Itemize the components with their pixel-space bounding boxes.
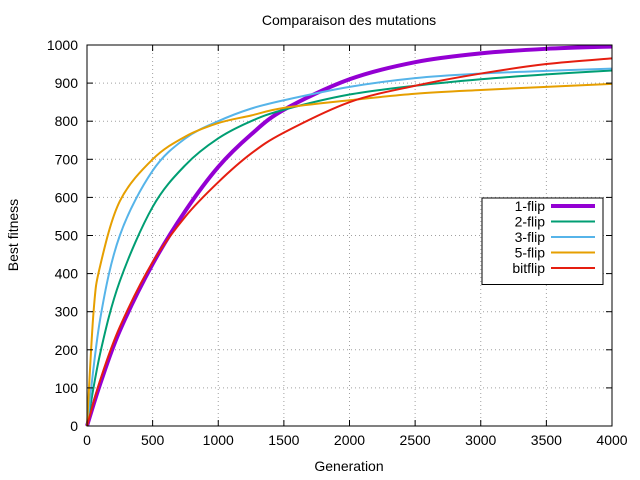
series-lines <box>85 44 613 427</box>
y-axis-title: Best fitness <box>5 199 21 271</box>
legend-box <box>481 197 604 285</box>
y-tick-label: 300 <box>55 304 79 320</box>
y-tick-label: 200 <box>55 342 79 358</box>
y-tick-label: 0 <box>70 418 78 434</box>
y-tick-label: 1000 <box>47 37 78 53</box>
legend-label: 1-flip <box>515 198 546 214</box>
x-tick-label: 2500 <box>400 432 431 448</box>
legend-label: 2-flip <box>515 214 546 230</box>
legend-label: bitflip <box>512 260 545 276</box>
y-tick-label: 700 <box>55 151 79 167</box>
chart-title: Comparaison des mutations <box>262 12 436 28</box>
x-tick-label: 2000 <box>334 432 365 448</box>
series-line-bitflip <box>86 57 613 427</box>
y-tick-label: 500 <box>55 228 79 244</box>
y-tick-label: 100 <box>55 380 79 396</box>
x-axis-title: Generation <box>314 458 383 474</box>
legend-label: 3-flip <box>515 229 546 245</box>
x-tick-label: 4000 <box>596 432 627 448</box>
y-tick-label: 600 <box>55 189 79 205</box>
x-tick-label: 1000 <box>203 432 234 448</box>
y-tick-label: 800 <box>55 113 79 129</box>
y-tick-label: 400 <box>55 266 79 282</box>
x-tick-label: 0 <box>83 432 91 448</box>
series-line-2-flip <box>86 69 613 427</box>
x-tick-label: 1500 <box>268 432 299 448</box>
x-tick-label: 3500 <box>531 432 562 448</box>
legend-label: 5-flip <box>515 245 546 261</box>
series-line-5-flip <box>86 82 613 427</box>
series-line-1-flip <box>85 44 613 427</box>
y-tick-label: 900 <box>55 75 79 91</box>
axis-ticks: 0 500 1000 1500 2000 2500 3000 3500 4000 0 100 200 3… <box>47 37 628 448</box>
x-tick-label: 500 <box>141 432 165 448</box>
x-tick-label: 3000 <box>465 432 496 448</box>
